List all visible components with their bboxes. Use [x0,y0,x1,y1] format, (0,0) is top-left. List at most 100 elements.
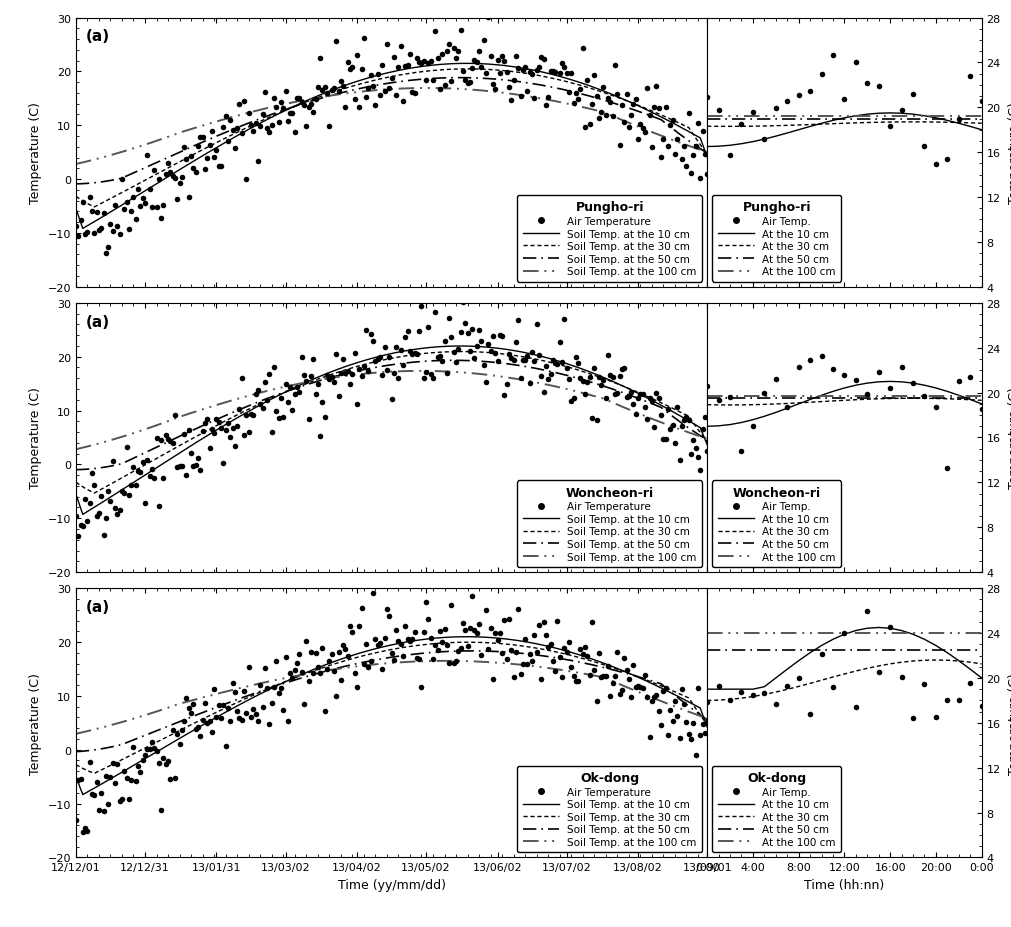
Point [692,463,708,477]
Point [457,316,473,331]
Point [125,740,142,755]
Point [392,40,408,55]
Point [668,708,684,723]
Point [592,670,609,685]
Point [790,360,806,375]
Point [459,77,475,92]
Point [733,118,749,133]
Point [508,49,524,64]
Point [383,646,399,661]
Point [399,58,416,73]
Point [134,753,151,768]
Point [84,204,100,219]
Point [261,367,277,382]
Point [569,93,585,108]
Point [328,347,344,362]
Point [257,375,273,390]
Point [162,771,178,786]
Point [569,674,585,689]
Point [620,120,636,134]
Point [95,804,111,819]
Point [973,402,989,417]
Point [353,601,369,616]
Point [194,131,210,146]
Point [416,626,432,641]
Point [116,486,132,501]
Point [515,353,531,368]
Point [418,73,434,88]
Point [250,383,266,398]
Point [114,792,130,806]
Point [273,95,289,110]
Point [473,335,489,349]
Point [279,395,295,410]
Point [293,350,309,365]
Point [517,631,533,646]
Point [344,367,360,382]
Point [219,701,236,716]
Point [140,148,156,163]
Point [102,218,118,233]
Point [893,670,909,685]
Point [146,471,162,486]
Point [657,680,673,695]
Point [266,679,282,694]
Point [210,159,226,174]
Point [441,311,457,326]
Point [169,727,185,742]
Point [549,4,565,19]
Point [291,91,307,106]
Point [149,743,165,758]
Point [270,116,286,131]
Point [88,775,104,790]
Point [403,348,420,362]
Point [625,658,641,673]
Point [466,351,482,366]
Point [201,441,217,456]
Point [432,349,448,364]
Point [295,98,311,113]
Point [629,391,645,406]
Point [847,55,863,70]
Legend: Air Temperature, Soil Temp. at the 10 cm, Soil Temp. at the 30 cm, Soil Temp. at: Air Temperature, Soil Temp. at the 10 cm… [517,481,702,567]
Point [432,83,448,97]
Point [320,654,337,669]
Point [385,50,401,65]
Point [664,418,680,433]
Point [535,616,551,630]
Legend: Air Temp., At the 10 cm, At the 30 cm, At the 50 cm, At the 100 cm: Air Temp., At the 10 cm, At the 30 cm, A… [712,481,840,567]
Point [524,654,540,669]
Point [176,427,192,442]
Point [598,391,614,406]
Point [500,612,517,627]
Point [125,190,142,205]
Point [123,204,140,219]
Point [652,150,668,165]
Point [721,148,737,163]
Point [406,87,423,102]
Point [167,770,183,785]
Point [132,765,149,780]
Point [627,92,643,107]
Point [484,671,500,686]
Point [464,589,480,603]
Point [659,402,675,417]
Point [410,652,427,667]
Point [196,163,212,178]
Point [335,638,351,653]
Point [632,679,648,694]
Point [252,678,268,692]
Point [95,207,111,222]
Point [443,75,459,90]
Point [142,742,158,756]
Point [537,629,553,643]
Point [333,673,349,688]
Point [217,739,234,754]
Point [690,451,706,465]
Point [68,219,84,234]
Point [378,363,394,378]
Point [847,373,863,387]
Point [556,60,572,75]
Point [286,663,302,678]
Point [153,802,169,817]
